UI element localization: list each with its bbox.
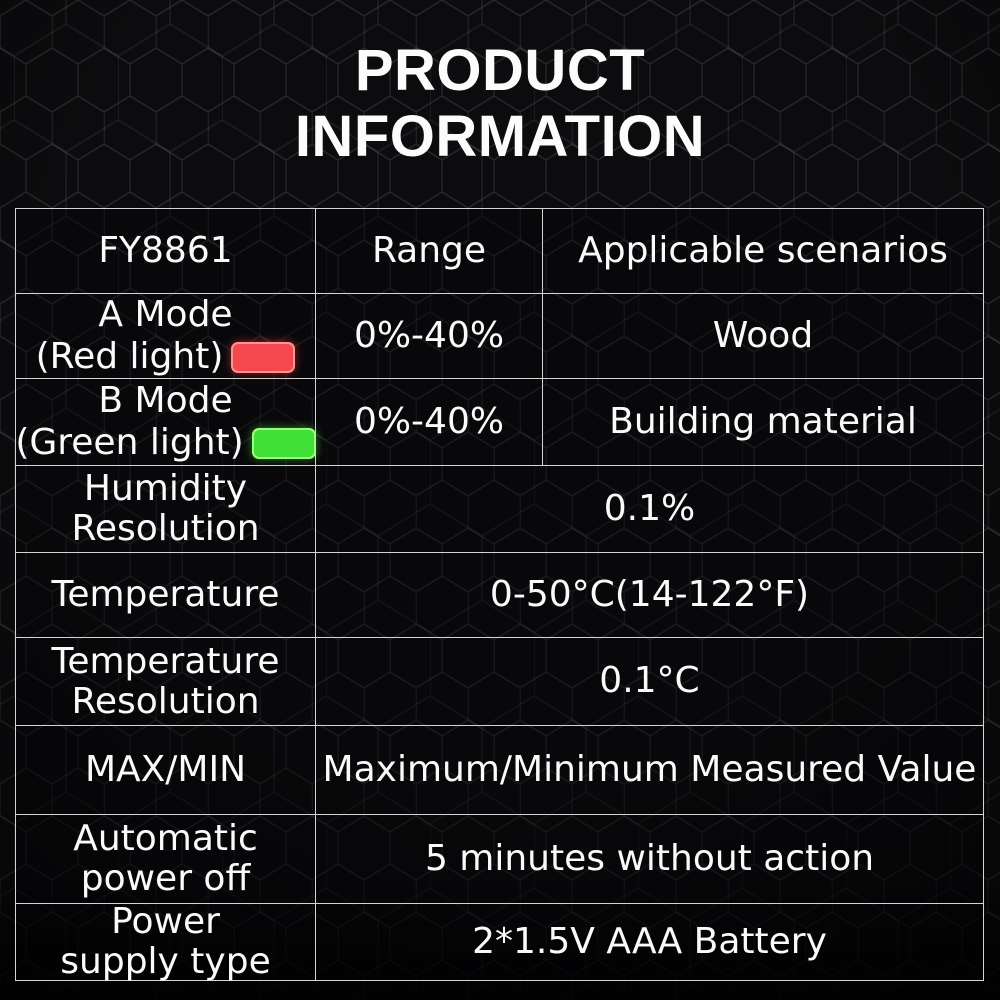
- range-header-label: Range: [371, 229, 487, 271]
- mode-a-light-line: (Red light): [36, 336, 296, 378]
- mode-a-scenario-value: Wood: [712, 314, 814, 356]
- spec-label-power-supply-type: Power supply type: [16, 901, 316, 982]
- spec-value-power-supply-type: 2*1.5V AAA Battery: [316, 904, 983, 980]
- green-light-swatch: [251, 427, 316, 459]
- spec-value: Maximum/Minimum Measured Value: [322, 748, 977, 790]
- page-title: PRODUCT INFORMATION: [0, 38, 1000, 170]
- spec-label-automatic-power-off: Automatic power off: [16, 815, 316, 904]
- mode-a-range-cell: 0%-40%: [316, 294, 543, 379]
- mode-b-scenario-value: Building material: [609, 400, 917, 442]
- mode-a-range-value: 0%-40%: [353, 314, 505, 356]
- spec-label-temperature: Temperature: [16, 553, 316, 638]
- header-cell-range: Range: [316, 209, 543, 294]
- spec-label-max-min: MAX/MIN: [16, 726, 316, 815]
- spec-label-line: Power: [111, 901, 220, 942]
- spec-label-line: Resolution: [71, 680, 260, 722]
- spec-value-automatic-power-off: 5 minutes without action: [316, 815, 983, 904]
- mode-b-range-value: 0%-40%: [353, 400, 505, 442]
- spec-value: 5 minutes without action: [424, 837, 875, 879]
- spec-label-line: MAX/MIN: [84, 749, 247, 790]
- mode-a-name: A Mode: [98, 294, 233, 335]
- mode-a-label-cell: A Mode (Red light): [16, 294, 316, 379]
- spec-label-line: Humidity: [83, 468, 248, 509]
- product-spec-table: FY8861 Range Applicable scenarios A Mode…: [15, 208, 984, 982]
- title-line-2: INFORMATION: [294, 104, 706, 169]
- mode-a-scenario-cell: Wood: [543, 294, 983, 379]
- spec-label-line: power off: [80, 858, 251, 899]
- spec-value: 0.1%: [603, 487, 696, 529]
- mode-b-light-label: (Green light): [15, 422, 244, 463]
- mode-b-label-cell: B Mode (Green light): [15, 379, 316, 466]
- model-number: FY8861: [98, 229, 233, 271]
- spec-label-humidity-resolution: Humidity Resolution: [16, 466, 316, 553]
- spec-value-humidity-resolution: 0.1%: [316, 466, 983, 553]
- spec-label-line: supply type: [60, 941, 271, 982]
- spec-label-line: Automatic: [73, 818, 258, 859]
- spec-value: 2*1.5V AAA Battery: [472, 920, 827, 962]
- mode-b-scenario-cell: Building material: [543, 379, 983, 466]
- spec-value-max-min: Maximum/Minimum Measured Value: [316, 726, 983, 815]
- mode-b-light-line: (Green light): [15, 422, 316, 464]
- title-line-1: PRODUCT: [354, 38, 646, 103]
- spec-label-line: Temperature: [51, 574, 280, 615]
- header-cell-scenarios: Applicable scenarios: [543, 209, 983, 294]
- spec-value: 0-50°C(14-122°F): [489, 573, 810, 615]
- mode-b-range-cell: 0%-40%: [316, 379, 543, 466]
- mode-b-name: B Mode: [98, 380, 233, 421]
- header-cell-model: FY8861: [16, 209, 316, 294]
- spec-value-temperature-resolution: 0.1°C: [316, 638, 983, 726]
- spec-value-temperature: 0-50°C(14-122°F): [316, 553, 983, 638]
- red-light-swatch: [231, 341, 296, 373]
- spec-value: 0.1°C: [599, 660, 700, 702]
- spec-label-line: Temperature: [51, 640, 280, 682]
- spec-label-temperature-resolution: Temperature Resolution: [16, 638, 316, 726]
- scenarios-header-label: Applicable scenarios: [578, 229, 948, 271]
- mode-a-light-label: (Red light): [35, 336, 224, 377]
- spec-label-line: Resolution: [71, 508, 260, 549]
